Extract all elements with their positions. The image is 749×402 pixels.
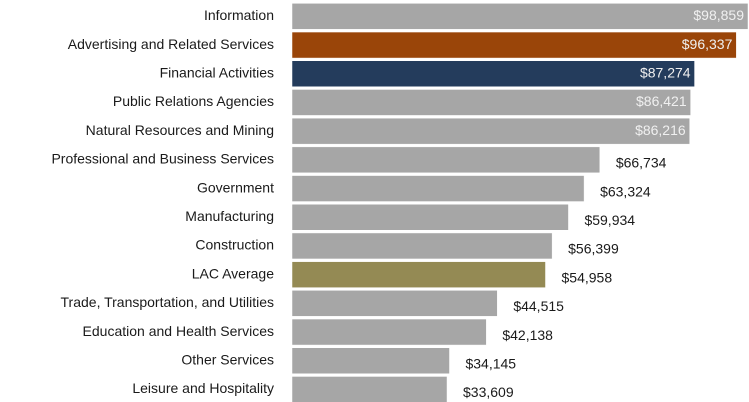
bar [291, 60, 695, 87]
category-label: Education and Health Services [83, 323, 274, 339]
category-label: Financial Activities [160, 64, 274, 80]
bar [291, 261, 546, 288]
value-label: $86,421 [636, 93, 687, 109]
bar [291, 31, 737, 59]
value-label: $54,958 [562, 269, 613, 285]
category-label: Information [204, 7, 274, 23]
bar [291, 376, 448, 402]
bar [291, 3, 749, 30]
category-label: Professional and Business Services [51, 151, 274, 167]
value-label: $33,609 [463, 384, 514, 400]
value-label: $96,337 [682, 36, 733, 52]
value-label: $66,734 [616, 155, 667, 171]
category-label: Manufacturing [185, 208, 274, 224]
bar [291, 117, 690, 145]
category-label: LAC Average [192, 265, 274, 281]
category-label: Advertising and Related Services [68, 36, 274, 52]
category-label: Public Relations Agencies [113, 93, 274, 109]
bar [291, 89, 691, 116]
value-label: $56,399 [568, 241, 619, 257]
value-label: $44,515 [513, 298, 564, 314]
bar [291, 290, 498, 317]
category-label: Government [197, 179, 274, 195]
category-label: Other Services [181, 351, 274, 367]
category-label: Construction [195, 237, 274, 253]
bar [291, 318, 487, 346]
category-label: Leisure and Hospitality [132, 380, 274, 396]
bar [291, 347, 450, 374]
bar [291, 146, 601, 174]
category-label: Natural Resources and Mining [86, 122, 274, 138]
bar [291, 175, 585, 202]
value-label: $86,216 [635, 122, 686, 138]
value-label: $63,324 [600, 183, 651, 199]
value-label: $87,274 [640, 64, 691, 80]
value-label: $59,934 [584, 212, 635, 228]
bar [291, 204, 569, 231]
category-label: Trade, Transportation, and Utilities [61, 294, 274, 310]
value-label: $98,859 [693, 7, 744, 23]
bar [291, 232, 553, 260]
value-label: $42,138 [502, 327, 553, 343]
value-label: $34,145 [465, 355, 516, 371]
